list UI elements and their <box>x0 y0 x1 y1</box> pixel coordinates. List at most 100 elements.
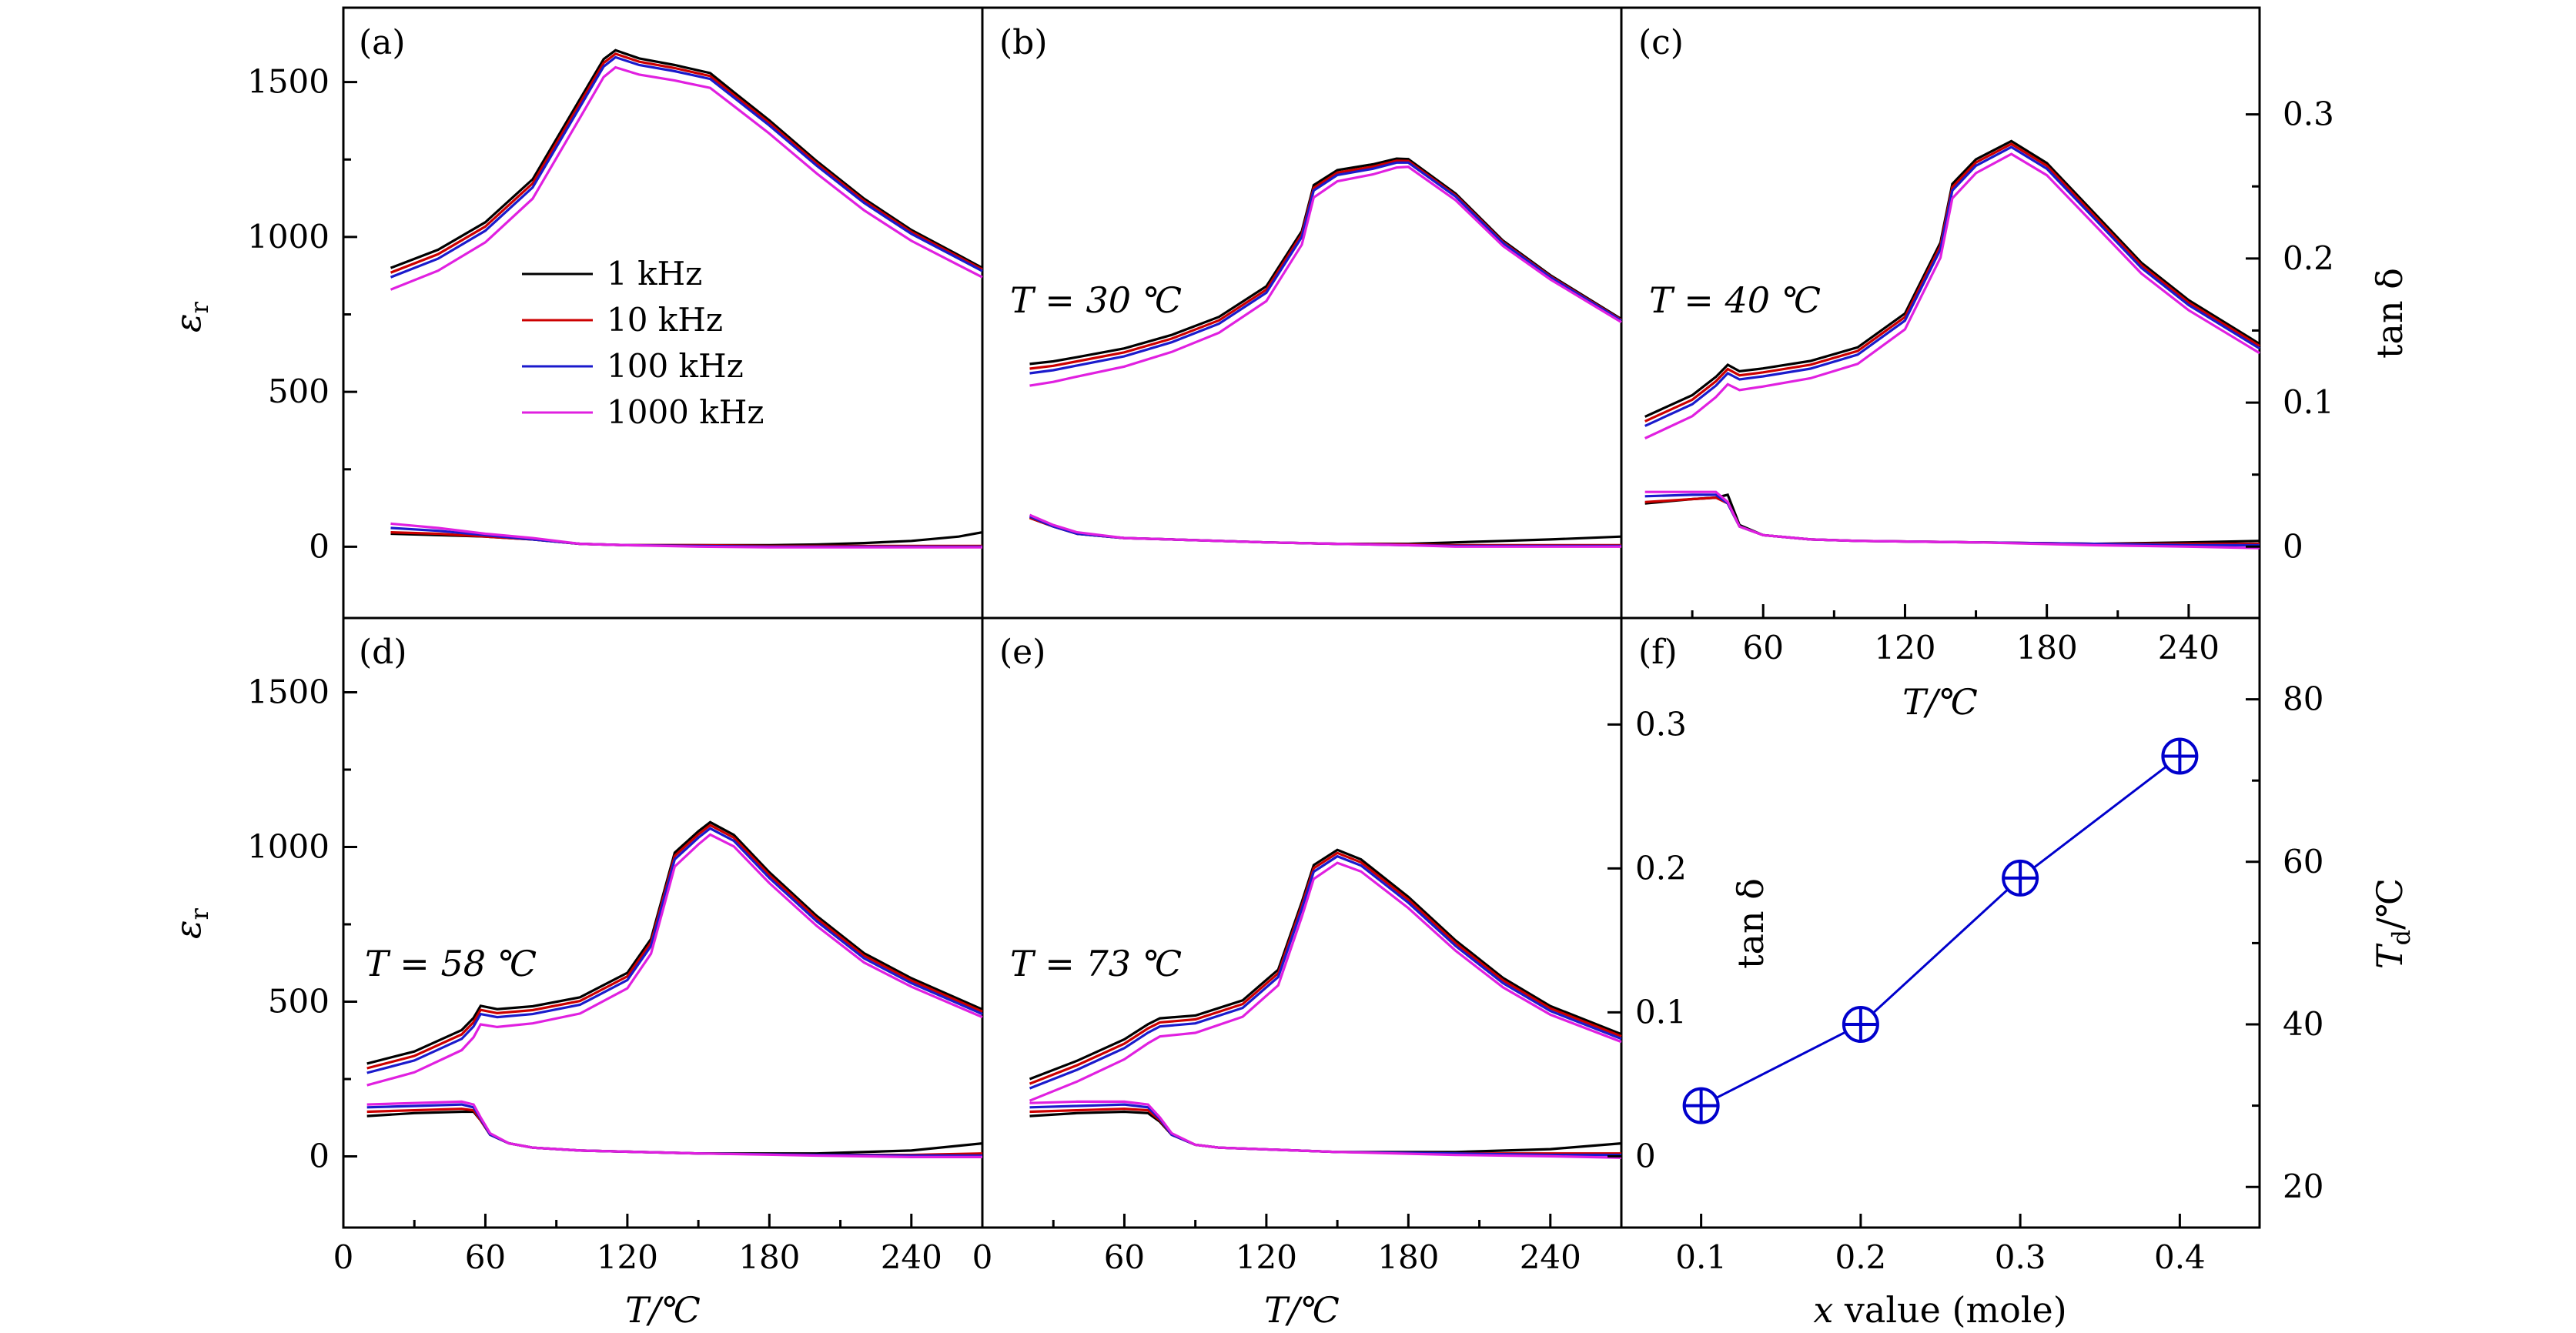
panel-label-d: (d) <box>359 633 407 672</box>
panel-label-c: (c) <box>1638 23 1684 62</box>
y-axis-title-top-sub: r <box>185 301 214 313</box>
loss-curve-e-1000khz <box>1029 1100 1622 1159</box>
permittivity-curve-b-1000khz <box>1029 165 1622 387</box>
x-tick-label-e: 60 <box>1104 1238 1145 1276</box>
panel-frames <box>342 6 2261 1229</box>
panel-label-b: (b) <box>999 23 1048 62</box>
td-marker <box>2002 859 2039 897</box>
loss-curve-c-1000khz <box>1644 490 2260 550</box>
x-tick-label-d: 60 <box>465 1238 506 1276</box>
permittivity-curve-e-1000khz <box>1029 861 1622 1102</box>
svg-text:x value (mole): x value (mole) <box>1813 1289 2066 1331</box>
y-tick-label-bottom: 1000 <box>247 828 330 866</box>
legend-label-1khz: 1 kHz <box>607 255 702 292</box>
x-tick-label-f: 0.2 <box>1835 1238 1886 1276</box>
permittivity-curve-c-1000khz <box>1644 152 2260 439</box>
x-tick-label-f: 0.1 <box>1675 1238 1727 1276</box>
permittivity-curve-e-100khz <box>1029 854 1622 1090</box>
x-axis-title-e: T/℃ <box>1264 1289 1340 1331</box>
y-axis-title-bottom: εr <box>167 907 214 939</box>
x-tick-label-f: 0.3 <box>1995 1238 2046 1276</box>
panel-label-a: (a) <box>359 23 406 62</box>
loss-curve-b-1000khz <box>1029 513 1621 548</box>
annotation-c: T = 40 ℃ <box>1649 279 1821 321</box>
x-tick-label-top-inset: 60 <box>1742 629 1783 666</box>
y-tick-label-bottom: 1500 <box>247 673 330 710</box>
legend-label-100khz: 100 kHz <box>607 347 744 385</box>
permittivity-curve-d-100khz <box>366 827 983 1074</box>
x-tick-label-e: 240 <box>1520 1238 1581 1276</box>
x-tick-label-e: 120 <box>1236 1238 1297 1276</box>
svg-text:Td/℃: Td/℃ <box>2369 878 2416 969</box>
y2-tick-label-c: 0 <box>2283 527 2303 565</box>
loss-curve-d-10khz <box>366 1107 983 1157</box>
y-tick-label-top: 1000 <box>247 218 330 256</box>
annotation-d: T = 58 ℃ <box>365 943 537 984</box>
y-axis-title-f-main: T <box>2369 943 2410 969</box>
permittivity-curve-b-100khz <box>1029 161 1622 375</box>
loss-curve-b-1khz <box>1029 516 1622 546</box>
legend: 1 kHz 10 kHz 100 kHz 1000 kHz <box>522 255 764 431</box>
y2-axis-title-f-inner: tan δ <box>1730 878 1771 969</box>
y-axis-title-f-unit: /℃ <box>2369 878 2410 930</box>
y-tick-label-top: 0 <box>309 527 330 565</box>
y-tick-label-top: 500 <box>268 373 330 410</box>
y-axis-title-top-main: ε <box>167 313 209 332</box>
x-tick-label-d: 120 <box>597 1238 658 1276</box>
svg-text:εr: εr <box>167 907 214 939</box>
annotation-e: T = 73 ℃ <box>1010 943 1182 984</box>
svg-text:εr: εr <box>167 301 214 332</box>
y2-axis-title-c: tan δ <box>2369 268 2410 359</box>
panel-label-f: (f) <box>1638 633 1678 672</box>
y2-tick-label-f-inner: 0.2 <box>1635 849 1687 887</box>
permittivity-curve-c-100khz <box>1644 145 2260 427</box>
loss-curve-a-1000khz <box>390 522 982 549</box>
y-tick-label-f-right: 40 <box>2283 1005 2323 1043</box>
loss-curve-b-100khz <box>1029 515 1621 547</box>
permittivity-curve-c-1khz <box>1644 139 2260 418</box>
y-tick-label-top: 1500 <box>247 63 330 101</box>
td-line <box>1700 755 2181 1107</box>
permittivity-curve-a-100khz <box>390 55 983 279</box>
x-tick-label-top-inset: 120 <box>1874 629 1935 666</box>
loss-curve-e-1khz <box>1029 1110 1622 1154</box>
x-axis-title-d: T/℃ <box>625 1289 701 1331</box>
x-tick-label-d: 240 <box>881 1238 942 1276</box>
loss-curve-e-10khz <box>1029 1107 1621 1155</box>
x-axis-title-top-inset: T/℃ <box>1902 681 1978 723</box>
permittivity-curve-a-10khz <box>390 52 983 274</box>
x-axis-title-f-var: x <box>1813 1289 1833 1331</box>
plot-layer <box>366 48 2260 1159</box>
y-axis-title-f-sub: d <box>2387 930 2416 945</box>
x-tick-label-d: 180 <box>738 1238 800 1276</box>
td-marker <box>1842 1006 1879 1043</box>
legend-label-1000khz: 1000 kHz <box>607 393 764 431</box>
y2-tick-label-c: 0.1 <box>2283 383 2334 421</box>
td-marker <box>2161 737 2199 775</box>
panel-label-e: (e) <box>999 633 1045 672</box>
y-axis-title-bottom-main: ε <box>167 920 209 939</box>
y-axis-title-f-right: Td/℃ <box>2369 878 2416 969</box>
x-tick-label-e: 180 <box>1377 1238 1439 1276</box>
y-tick-label-f-right: 80 <box>2283 680 2323 718</box>
x-tick-label-d: 0 <box>333 1238 354 1276</box>
y2-tick-label-f-inner: 0.1 <box>1635 993 1687 1031</box>
permittivity-curve-c-10khz <box>1644 142 2260 423</box>
x-axis-title-f: x value (mole) <box>1813 1289 2066 1331</box>
permittivity-curve-a-1khz <box>390 48 983 269</box>
x-axis-title-f-rest: value (mole) <box>1833 1289 2066 1331</box>
annotation-b: T = 30 ℃ <box>1010 279 1182 321</box>
x-tick-label-e: 0 <box>972 1238 993 1276</box>
y-axis-title-bottom-sub: r <box>185 907 214 920</box>
y-tick-label-f-right: 60 <box>2283 843 2323 880</box>
y2-tick-label-f-inner: 0.3 <box>1635 705 1687 743</box>
permittivity-curve-d-1000khz <box>366 833 983 1087</box>
permittivity-curve-a-1000khz <box>390 65 983 291</box>
tick-layer: 1500 1000 500 0 1500 1000 500 0 0.3 0.2 0.1 0 0.3 0.2… <box>247 63 2334 1276</box>
y-tick-label-bottom: 500 <box>268 983 330 1021</box>
td-marker <box>1682 1087 1720 1124</box>
x-tick-label-top-inset: 240 <box>2158 629 2220 666</box>
legend-label-10khz: 10 kHz <box>607 301 723 339</box>
x-tick-label-top-inset: 180 <box>2016 629 2078 666</box>
y-tick-label-f-right: 20 <box>2283 1168 2323 1205</box>
